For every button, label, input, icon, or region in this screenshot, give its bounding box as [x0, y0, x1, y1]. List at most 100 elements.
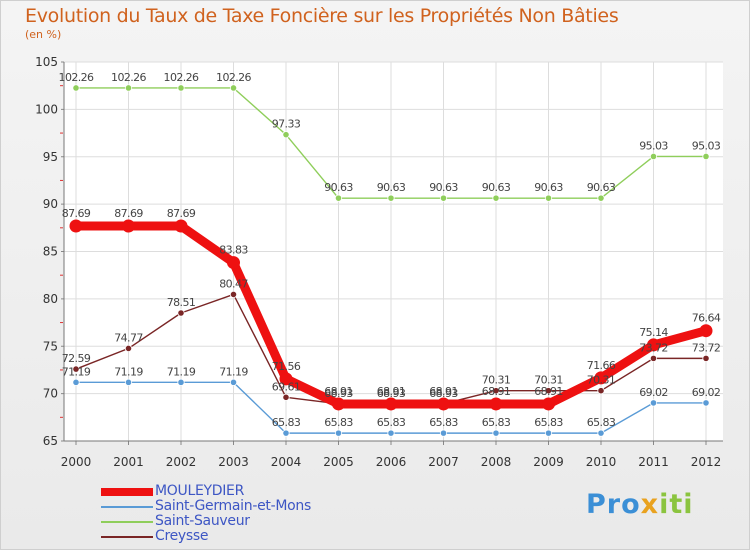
data-point: [229, 84, 238, 92]
x-tick-label: 2010: [586, 455, 617, 469]
data-label: 102.26: [111, 71, 146, 84]
data-label: 71.56: [272, 360, 301, 373]
legend-label: Saint-Sauveur: [155, 513, 250, 529]
data-label: 95.03: [639, 139, 668, 152]
data-point: [597, 429, 605, 437]
data-point: [282, 429, 290, 437]
y-tick-label: 75: [43, 339, 58, 353]
data-label: 73.72: [692, 341, 721, 354]
data-point: [332, 397, 345, 411]
data-label: 65.83: [429, 416, 458, 429]
data-point: [384, 397, 398, 411]
data-point: [647, 338, 660, 352]
data-point: [437, 397, 450, 411]
data-point: [282, 131, 290, 139]
data-label: 68.93: [429, 387, 458, 400]
data-label: 78.51: [167, 296, 196, 309]
x-tick-label: 2002: [166, 455, 197, 469]
data-point: [124, 378, 133, 386]
data-point: [177, 309, 185, 317]
grid-lines: [64, 61, 723, 442]
x-tick-label: 2003: [218, 455, 249, 469]
data-label: 87.69: [167, 207, 196, 220]
data-point: [72, 378, 80, 386]
data-labels: 102.26 102.26 102.26 102.26 97.33 90.63 90.63 9…: [59, 71, 722, 429]
legend-swatch: [101, 506, 153, 508]
y-axis-unit: (en %): [25, 28, 62, 41]
data-point: [439, 194, 448, 202]
y-tick-label: 65: [43, 434, 58, 448]
data-label: 102.26: [216, 71, 251, 84]
data-label: 65.83: [377, 416, 406, 429]
data-label: 74.77: [114, 331, 143, 344]
data-label: 87.69: [62, 207, 91, 220]
data-label: 71.19: [114, 365, 143, 378]
data-label: 68.93: [377, 387, 406, 400]
data-label: 65.83: [482, 416, 511, 429]
data-label: 65.83: [324, 416, 353, 429]
data-point: [542, 397, 555, 411]
data-label: 76.64: [692, 312, 721, 325]
y-tick-label: 80: [43, 292, 58, 306]
x-tick-label: 2001: [113, 455, 144, 469]
legend-label: Saint-Germain-et-Mons: [155, 498, 311, 514]
axes: 65 70 75 80 85 90 95 100 105 2000 2001 2002 2003 2004…: [35, 55, 723, 469]
data-point: [492, 387, 500, 395]
legend-swatch: [101, 521, 153, 523]
data-label: 65.83: [272, 416, 301, 429]
data-point: [439, 429, 448, 437]
x-tick-label: 2011: [638, 455, 669, 469]
data-point: [699, 324, 713, 338]
data-label: 65.83: [587, 416, 616, 429]
y-tick-label: 95: [43, 150, 58, 164]
x-tick-label: 2004: [271, 455, 302, 469]
data-label: 90.63: [482, 181, 511, 194]
data-point: [177, 378, 185, 386]
data-label: 95.03: [692, 139, 721, 152]
y-tick-label: 105: [35, 55, 58, 69]
x-tick-label: 2006: [376, 455, 407, 469]
data-label: 90.63: [429, 181, 458, 194]
data-label: 87.69: [114, 207, 143, 220]
data-label: 90.63: [324, 181, 353, 194]
data-point: [597, 194, 605, 202]
data-point: [387, 194, 395, 202]
data-label: 90.63: [587, 181, 616, 194]
legend-swatch: [101, 488, 153, 496]
data-label: 69.02: [639, 386, 668, 399]
data-point: [122, 219, 135, 233]
data-label: 70.31: [482, 374, 511, 387]
data-label: 68.91: [324, 385, 353, 398]
data-label: 69.02: [692, 386, 721, 399]
data-label: 90.63: [377, 181, 406, 194]
legend-swatch: [101, 536, 153, 538]
data-point: [279, 372, 293, 386]
data-point: [227, 256, 240, 270]
x-tick-label: 2009: [533, 455, 564, 469]
data-point: [174, 219, 188, 233]
data-point: [229, 290, 238, 299]
data-point: [544, 194, 553, 202]
legend-label: MOULEYDIER: [155, 483, 245, 499]
data-point: [649, 399, 658, 407]
data-point: [489, 397, 503, 411]
data-label: 68.91: [377, 385, 406, 398]
series-layer: [69, 84, 713, 437]
data-point: [334, 429, 343, 437]
data-point: [124, 84, 133, 92]
data-point: [702, 152, 710, 161]
data-point: [69, 219, 83, 233]
data-label: 68.91: [482, 385, 511, 398]
data-point: [334, 194, 343, 202]
x-tick-label: 2007: [428, 455, 459, 469]
data-label: 90.63: [534, 181, 563, 194]
data-point: [649, 354, 658, 362]
data-point: [124, 344, 133, 353]
data-point: [72, 84, 80, 92]
chart-title: Evolution du Taux de Taxe Foncière sur l…: [25, 5, 619, 27]
data-point: [594, 371, 608, 385]
data-point: [282, 393, 290, 401]
y-tick-label: 100: [35, 102, 58, 116]
